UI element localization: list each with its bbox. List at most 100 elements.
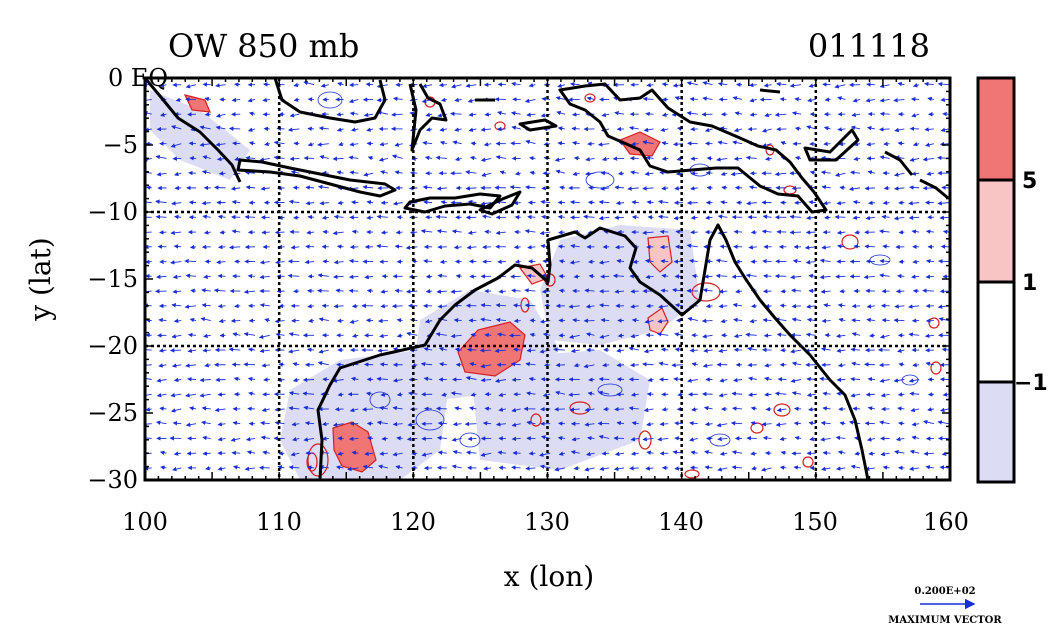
wind-vector [392, 421, 403, 427]
wind-vector [718, 303, 728, 309]
wind-vector [155, 214, 167, 220]
wind-vector [454, 127, 462, 132]
wind-vector [790, 378, 802, 383]
wind-vector [791, 111, 802, 116]
wind-vector [365, 82, 374, 87]
wind-vector [869, 333, 875, 338]
wind-vector [730, 171, 743, 177]
wind-vector [717, 81, 728, 87]
wind-vector [598, 434, 610, 440]
wind-vector [231, 97, 241, 103]
wind-vector [439, 259, 447, 265]
wind-vector [553, 347, 565, 352]
wind-vector [539, 452, 551, 457]
wind-vector [495, 378, 506, 383]
wind-vector [365, 391, 374, 397]
wind-vector [702, 288, 713, 293]
wind-vector [733, 127, 743, 133]
wind-vector [495, 422, 506, 427]
wind-vector [497, 450, 506, 455]
wind-vector [599, 466, 610, 472]
wind-vector [396, 333, 403, 338]
wind-vector [278, 451, 285, 456]
wind-vector [513, 200, 521, 206]
wind-vector [450, 333, 462, 339]
map-title: OW 850 mb [168, 27, 359, 65]
wind-vector [629, 125, 639, 131]
wind-vector [720, 200, 728, 205]
wind-vector [790, 349, 802, 354]
wind-vector [470, 332, 477, 338]
wind-vector [911, 274, 920, 279]
date-stamp: 011118 [808, 27, 930, 65]
wind-vector [332, 378, 344, 383]
wind-vector [617, 171, 625, 176]
wind-vector [834, 84, 846, 89]
wind-vector [172, 274, 182, 280]
wind-vector [656, 332, 669, 337]
wind-vector [264, 141, 270, 147]
wind-vector [232, 332, 241, 337]
wind-vector [687, 378, 698, 383]
wind-vector [864, 421, 875, 426]
wind-vector [337, 200, 344, 206]
wind-vector [396, 435, 403, 441]
wind-vector [259, 348, 270, 354]
wind-vector [185, 393, 197, 398]
wind-vector [554, 157, 566, 162]
wind-vector [879, 334, 890, 339]
wind-vector [762, 317, 772, 323]
wind-vector [513, 318, 521, 324]
wind-vector [686, 81, 698, 86]
wind-vector [304, 259, 315, 265]
wind-vector [850, 347, 861, 352]
wind-vector [922, 157, 934, 162]
wind-vector [882, 200, 890, 206]
wind-vector [184, 258, 197, 264]
wind-vector [881, 317, 890, 323]
wind-vector [794, 435, 802, 441]
wind-vector [839, 421, 846, 426]
wind-vector [898, 421, 905, 426]
wind-vector [600, 317, 610, 323]
wind-vector [219, 230, 226, 235]
wind-vector [465, 83, 477, 88]
wind-vector [940, 97, 949, 103]
wind-vector [201, 288, 211, 293]
wind-vector [425, 289, 433, 294]
wind-vector [795, 155, 802, 161]
wind-vector [588, 273, 595, 279]
wind-vector [217, 273, 226, 279]
wind-vector [820, 420, 831, 426]
wind-vector [571, 112, 580, 117]
wind-vector [393, 96, 403, 102]
wind-vector [864, 244, 875, 249]
wind-vector [231, 229, 241, 234]
wind-vector [733, 317, 743, 323]
wind-vector [703, 405, 713, 411]
wind-vector [647, 377, 654, 383]
wind-vector [379, 333, 388, 339]
wind-vector [763, 273, 772, 279]
wind-vector [909, 157, 920, 162]
wind-vector [790, 274, 802, 280]
wind-vector [453, 245, 462, 250]
vector-legend: 0.200E+02 MAXIMUM VECTOR [888, 586, 1002, 626]
wind-vector [376, 376, 388, 382]
wind-vector [836, 230, 846, 235]
wind-vector [274, 318, 285, 324]
colorbar-band-neutral [978, 282, 1014, 382]
wind-vector [630, 333, 639, 339]
wind-vector [806, 317, 816, 323]
wind-vector [630, 304, 639, 309]
wind-vector [821, 245, 831, 250]
x-tick-label: 110 [256, 508, 302, 536]
wind-vector [599, 303, 610, 308]
wind-vector [247, 376, 256, 382]
wind-vector [819, 258, 831, 263]
wind-vector [658, 304, 669, 309]
wind-vector [510, 361, 521, 367]
wind-vector [542, 392, 551, 398]
wind-vector [465, 375, 477, 381]
wind-vector [689, 437, 698, 442]
